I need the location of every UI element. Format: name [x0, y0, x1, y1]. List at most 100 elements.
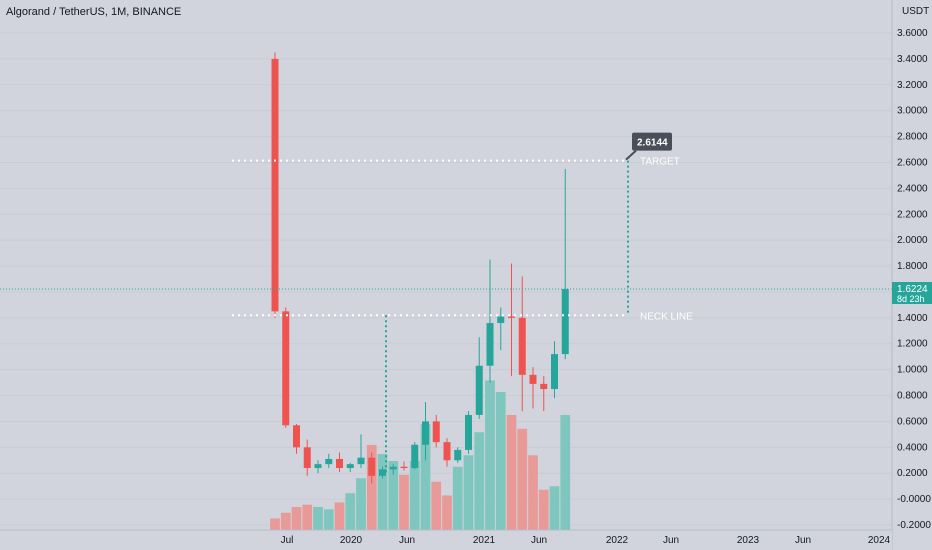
price-tick-label: 1.2000 — [897, 339, 928, 350]
candle-body — [508, 316, 515, 318]
volume-bar — [323, 509, 334, 530]
neck-line-label: NECK LINE — [640, 311, 693, 322]
volume-bar — [313, 507, 323, 530]
price-tick-label: 2.6000 — [897, 157, 928, 168]
volume-bar — [377, 454, 388, 530]
time-scale[interactable]: Jul 2020 Jun 2021 Jun 2022 Jun 2023 Jun 2024 — [281, 535, 891, 546]
candle-body — [422, 421, 429, 445]
last-price-countdown: 8d 23h — [897, 294, 925, 304]
candle-body — [325, 458, 333, 465]
volume-bar — [538, 489, 549, 530]
candle-body — [454, 449, 462, 461]
time-tick-label: Jun — [399, 535, 415, 546]
price-tick-label: 2.8000 — [897, 132, 928, 143]
volume-bar — [409, 461, 420, 530]
candle-body — [368, 457, 376, 476]
volume-bar — [356, 478, 366, 530]
candle-body — [314, 464, 322, 469]
candle-body — [293, 425, 300, 448]
last-price-value: 1.6224 — [897, 284, 928, 295]
price-tick-label: 3.4000 — [897, 54, 928, 65]
price-tick-label: 2.4000 — [897, 183, 928, 194]
volume-bar — [517, 428, 528, 530]
volume-bar — [528, 455, 538, 530]
chart-title: Algorand / TetherUS, 1M, BINANCE — [6, 6, 182, 18]
time-tick-label: 2023 — [737, 535, 760, 546]
price-scale-background — [892, 0, 932, 550]
candle-body — [432, 421, 440, 443]
time-tick-label: 2022 — [606, 535, 629, 546]
price-tick-label: 1.8000 — [897, 261, 928, 272]
volume-bar — [549, 486, 560, 530]
volume-bar — [463, 455, 474, 530]
price-tick-label: 0.2000 — [897, 468, 928, 479]
candle-body — [486, 323, 494, 366]
candle-body — [389, 466, 397, 470]
candle-body — [336, 458, 343, 469]
candle-body — [561, 289, 569, 355]
candle-body — [551, 354, 558, 390]
price-tick-label: 0.6000 — [897, 416, 928, 427]
candle-body — [303, 447, 311, 469]
candles — [271, 52, 569, 484]
volume-bar — [474, 432, 485, 530]
volume-bar — [345, 493, 356, 530]
candle-body — [497, 316, 505, 324]
price-tick-label: 0.8000 — [897, 391, 928, 402]
volume-bars — [270, 380, 571, 530]
price-tick-label: 0.4000 — [897, 442, 928, 453]
price-tick-label: 1.4000 — [897, 313, 928, 324]
candle-body — [529, 374, 537, 384]
candle-body — [411, 444, 419, 469]
last-price-badge: 1.6224 8d 23h — [892, 282, 932, 304]
time-tick-label: Jun — [795, 535, 811, 546]
price-tick-label: 2.2000 — [897, 209, 928, 220]
volume-bar — [280, 512, 291, 530]
volume-bar — [399, 474, 409, 530]
target-callout-text: 2.6144 — [637, 138, 668, 149]
time-tick-label: 2021 — [473, 535, 496, 546]
target-label: TARGET — [640, 157, 680, 168]
volume-bar — [388, 461, 399, 530]
candle-body — [282, 311, 290, 426]
price-tick-label: 3.0000 — [897, 106, 928, 117]
price-tick-label: 3.6000 — [897, 28, 928, 39]
candle-body — [271, 58, 279, 312]
last-price-background — [892, 282, 932, 304]
volume-bar — [442, 495, 452, 530]
time-tick-label: Jul — [281, 535, 294, 546]
volume-bar — [291, 507, 302, 530]
volume-bar — [506, 415, 517, 530]
volume-bar — [366, 444, 377, 530]
candle-body — [465, 414, 472, 450]
price-tick-label: 1.0000 — [897, 365, 928, 376]
currency-label: USDT — [902, 6, 929, 17]
volume-bar — [452, 466, 463, 530]
volume-bar — [302, 504, 313, 530]
time-tick-label: Jun — [663, 535, 679, 546]
candle-body — [475, 365, 483, 415]
volume-bar — [560, 415, 571, 530]
price-tick-label: 3.2000 — [897, 80, 928, 91]
candle-body — [443, 442, 451, 461]
candle-body — [357, 457, 365, 465]
candle-body — [379, 469, 386, 476]
time-tick-label: Jun — [531, 535, 547, 546]
price-tick-label: -0.2000 — [897, 520, 931, 531]
time-tick-label: 2020 — [340, 535, 363, 546]
candle-body — [400, 466, 408, 469]
volume-bar — [431, 481, 442, 530]
volume-bar — [420, 424, 431, 530]
price-tick-label: -0.0000 — [897, 494, 931, 505]
volume-bar — [270, 518, 280, 530]
candle-body — [518, 317, 526, 375]
time-scale-background — [0, 530, 892, 550]
target-callout-box — [632, 132, 672, 151]
target-callout-pointer — [625, 149, 637, 161]
annotations: TARGET NECK LINE 2.6144 — [0, 132, 892, 474]
volume-bar — [495, 392, 506, 530]
volume-bar — [334, 502, 345, 530]
candle-body — [540, 383, 548, 390]
volume-bar — [485, 380, 495, 530]
